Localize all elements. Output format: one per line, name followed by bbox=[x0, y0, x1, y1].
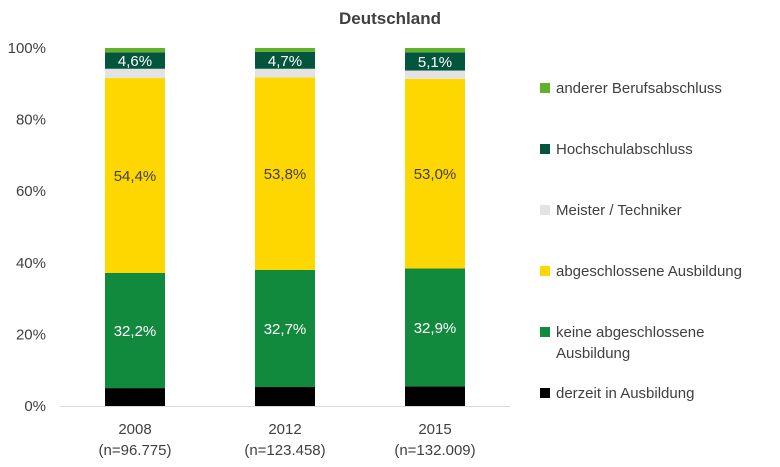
bars: 32,2% 54,4% 4,6% 32,7% 53,8% 4,7% 32,9% 53,0% 5,… bbox=[105, 48, 465, 406]
bar-segment bbox=[105, 52, 165, 69]
y-tick-label: 100% bbox=[8, 40, 46, 57]
bar-segment bbox=[105, 78, 165, 273]
data-label: 54,4% bbox=[114, 168, 157, 185]
bar-segment bbox=[255, 77, 315, 270]
y-tick-label: 20% bbox=[16, 326, 46, 343]
bar-segment bbox=[255, 387, 315, 406]
bar-segment bbox=[105, 68, 165, 79]
legend-label: Hochschulabschluss bbox=[556, 141, 693, 158]
data-label: 32,9% bbox=[414, 320, 457, 337]
legend-swatch bbox=[540, 266, 550, 276]
data-label: 5,1% bbox=[418, 54, 452, 71]
legend-label: anderer Berufsabschluss bbox=[556, 80, 722, 97]
bar-segment bbox=[405, 268, 465, 387]
x-tick-sublabel: (n=123.458) bbox=[244, 442, 325, 459]
legend-label: keine abgeschlossene Ausbildung bbox=[556, 324, 704, 362]
x-tick-label: 2012 bbox=[268, 421, 301, 438]
y-tick-label: 40% bbox=[16, 255, 46, 272]
legend-label: derzeit in Ausbildung bbox=[556, 385, 694, 402]
bar-segment bbox=[255, 269, 315, 388]
legend-swatch bbox=[540, 83, 550, 93]
x-tick-sublabel: (n=96.775) bbox=[99, 442, 172, 459]
data-label: 53,8% bbox=[264, 166, 307, 183]
y-tick-label: 60% bbox=[16, 183, 46, 200]
legend-swatch bbox=[540, 205, 550, 215]
legend-swatch bbox=[540, 327, 550, 337]
x-tick-label: 2008 bbox=[118, 421, 151, 438]
data-label: 4,7% bbox=[268, 53, 302, 70]
legend-swatch bbox=[540, 144, 550, 154]
bar-segment bbox=[105, 272, 165, 389]
bar-segment bbox=[405, 78, 465, 269]
chart-title: Deutschland bbox=[339, 9, 441, 28]
x-tick-label: 2015 bbox=[418, 421, 451, 438]
bar-segment bbox=[255, 48, 315, 52]
legend-label: abgeschlossene Ausbildung bbox=[556, 263, 742, 280]
bar-segment bbox=[405, 70, 465, 79]
bar-segment bbox=[405, 48, 465, 53]
y-axis: 0% 20% 40% 60% 80% 100% bbox=[8, 40, 46, 415]
legend-swatch bbox=[540, 388, 550, 398]
bar-segment bbox=[405, 52, 465, 71]
data-label: 53,0% bbox=[414, 166, 457, 183]
legend: anderer Berufsabschluss Hochschulabschlus… bbox=[540, 80, 742, 402]
bar-segment bbox=[255, 68, 315, 78]
legend-label: Meister / Techniker bbox=[556, 202, 682, 219]
data-label: 4,6% bbox=[118, 53, 152, 70]
y-tick-label: 0% bbox=[24, 398, 46, 415]
bar-segment bbox=[255, 51, 315, 69]
bar-segment bbox=[405, 386, 465, 406]
data-label: 32,7% bbox=[264, 321, 307, 338]
y-tick-label: 80% bbox=[16, 112, 46, 129]
x-axis: 2008 (n=96.775) 2012 (n=123.458) 2015 (n=132.… bbox=[60, 406, 510, 459]
bar-segment bbox=[105, 388, 165, 406]
x-tick-sublabel: (n=132.009) bbox=[394, 442, 475, 459]
data-label: 32,2% bbox=[114, 323, 157, 340]
bar-segment bbox=[105, 48, 165, 53]
